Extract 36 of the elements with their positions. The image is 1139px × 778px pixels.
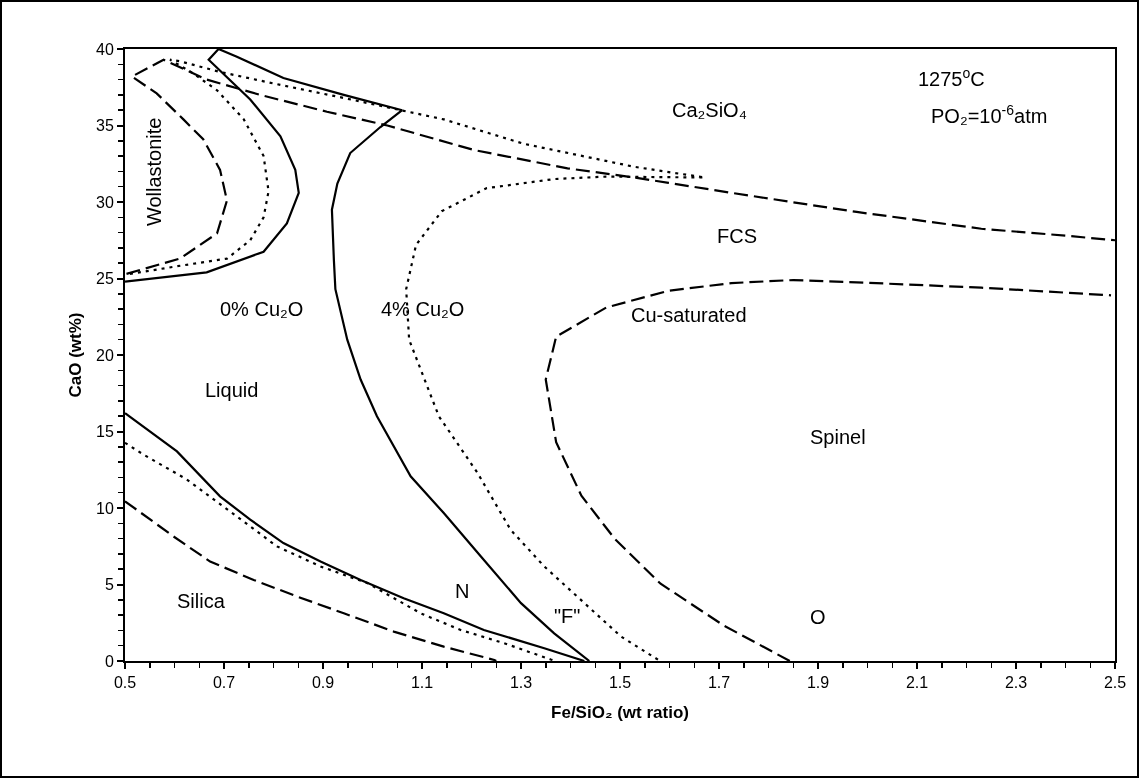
x-tick-label: 0.7 xyxy=(212,674,236,692)
x-tick-label: 1.7 xyxy=(707,674,731,692)
annotation: 0% Cu₂O xyxy=(220,298,304,320)
x-tick-label: 2.1 xyxy=(905,674,929,692)
x-tick-label: 1.3 xyxy=(509,674,533,692)
y-tick-label: 5 xyxy=(104,576,114,594)
annotation: 4% Cu₂O xyxy=(381,298,465,320)
y-tick-label: 35 xyxy=(96,117,114,135)
annotation: Spinel xyxy=(810,426,866,448)
annotation: PO₂=10$^{-6}$atm xyxy=(931,102,1048,128)
annotation: O xyxy=(810,606,826,628)
x-tick-label: 2.3 xyxy=(1004,674,1028,692)
annotation: 1275$^{o}$C xyxy=(918,65,985,91)
y-tick-label: 10 xyxy=(96,499,114,517)
y-tick-label: 20 xyxy=(96,346,114,364)
x-tick-label: 1.9 xyxy=(806,674,830,692)
x-tick-label: 0.5 xyxy=(113,674,137,692)
x-tick-label: 0.9 xyxy=(311,674,335,692)
y-tick-label: 15 xyxy=(96,423,114,441)
annotation: N xyxy=(455,580,470,602)
x-axis-title: Fe/SiO₂ (wt ratio) xyxy=(551,703,689,723)
y-axis-title: CaO (wt%) xyxy=(66,312,86,398)
annotation: Cu-saturated xyxy=(631,304,747,326)
annotation: "F" xyxy=(554,605,581,627)
annotation: Wollastonite xyxy=(143,117,166,227)
x-tick-label: 1.5 xyxy=(608,674,632,692)
annotation: Silica xyxy=(177,590,226,612)
x-tick-label: 2.5 xyxy=(1103,674,1127,692)
annotation: Liquid xyxy=(205,379,259,401)
annotation: Ca₂SiO₄ xyxy=(672,99,747,121)
x-tick-label: 1.1 xyxy=(410,674,434,692)
y-tick-label: 40 xyxy=(96,40,114,58)
annotation: FCS xyxy=(717,225,757,247)
y-tick-label: 25 xyxy=(96,270,114,288)
y-tick-label: 0 xyxy=(104,652,114,670)
y-tick-label: 30 xyxy=(96,193,114,211)
